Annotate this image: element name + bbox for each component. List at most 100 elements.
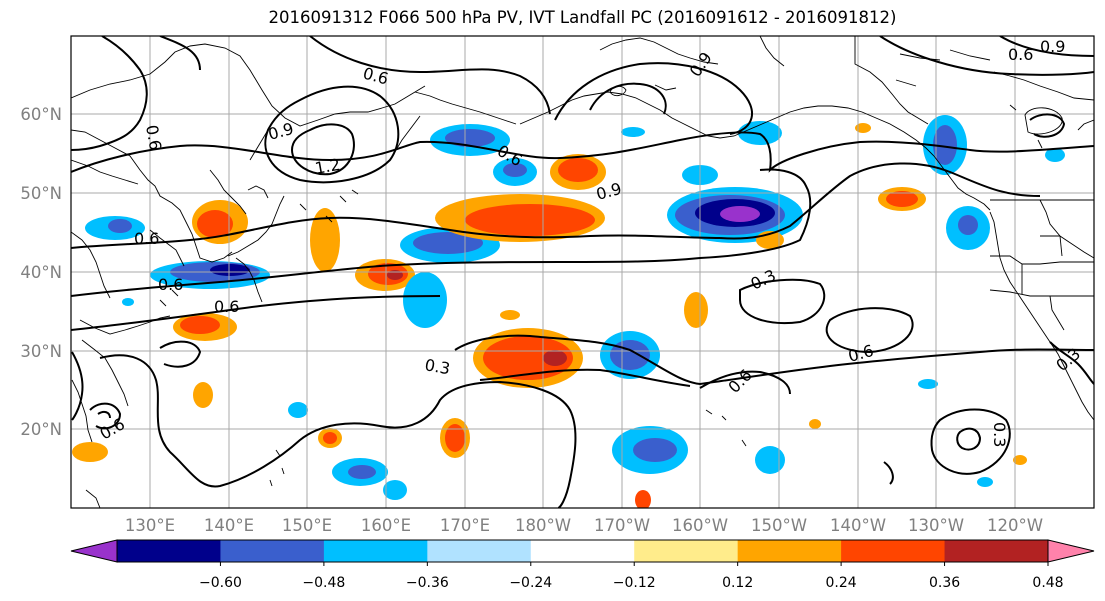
colorbar-segment <box>530 540 635 562</box>
negative-anomaly-area <box>403 272 447 328</box>
positive-anomaly-area <box>855 123 871 133</box>
negative-anomaly-area <box>977 477 993 487</box>
negative-anomaly-area <box>383 480 407 500</box>
contour-label: 0.3 <box>423 355 451 378</box>
contour-line <box>930 408 1011 475</box>
lon-label: 120°W <box>987 516 1043 535</box>
negative-anomaly-area <box>445 129 495 147</box>
colorbar-segment <box>427 540 532 562</box>
contour-line <box>956 427 982 451</box>
contour-line <box>1029 113 1066 138</box>
contour-line <box>999 36 1094 57</box>
contour-label: 0.6 <box>214 297 239 316</box>
negative-anomaly-area <box>503 163 527 177</box>
lat-label: 50°N <box>20 184 62 203</box>
colorbar-tick-label: 0.12 <box>722 575 753 591</box>
colorbar-tick-label: −0.12 <box>613 575 656 591</box>
colorbar-segment <box>323 540 428 562</box>
negative-anomaly-area <box>958 215 978 235</box>
contour-label: 0.6 <box>142 123 165 151</box>
contour-line <box>290 123 355 176</box>
colorbar-segment <box>944 540 1049 562</box>
contour-line <box>589 82 667 115</box>
colorbar-segment <box>220 540 325 562</box>
contour-line <box>883 461 894 485</box>
lon-label: 140°E <box>204 516 254 535</box>
colorbar: −0.60 −0.48 −0.36 −0.24 −0.12 0.12 0.24 0.36 0.4… <box>70 539 1095 591</box>
contour-line <box>309 36 551 115</box>
contour-line <box>89 402 122 430</box>
contour-label: 0.6 <box>1008 45 1033 64</box>
contour-line <box>99 354 577 508</box>
lon-label: 150°E <box>282 516 332 535</box>
contour-label: 0.6 <box>134 229 159 248</box>
positive-anomaly-area <box>323 432 337 444</box>
colorbar-tick-label: −0.60 <box>199 575 242 591</box>
contour-line <box>71 351 84 421</box>
lat-label: 20°N <box>20 420 62 439</box>
positive-anomaly-area <box>809 419 821 429</box>
lon-label: 150°W <box>751 516 807 535</box>
contour-label: 0.9 <box>1040 37 1065 56</box>
negative-anomaly-area <box>610 340 650 370</box>
anomaly-shading <box>72 115 1065 508</box>
lon-label: 130°W <box>908 516 964 535</box>
contour-line <box>454 334 1094 386</box>
colorbar-tick-label: 0.48 <box>1032 575 1063 591</box>
positive-anomaly-area <box>197 210 233 238</box>
contour-line <box>159 36 201 71</box>
contour-line <box>71 216 721 249</box>
contour-line <box>1049 341 1094 385</box>
positive-anomaly-area <box>72 442 108 462</box>
lon-label: 140°W <box>830 516 886 535</box>
colorbar-tick-label: 0.24 <box>826 575 857 591</box>
latitude-labels: 60°N 50°N 40°N 30°N 20°N <box>20 105 62 439</box>
pv-contours <box>71 36 1094 508</box>
positive-anomaly-area <box>180 316 220 334</box>
lon-label: 170°E <box>440 516 490 535</box>
contour-line <box>699 370 791 395</box>
contour-line <box>71 168 812 297</box>
contour-line <box>71 295 441 331</box>
lon-label: 180°W <box>515 516 571 535</box>
positive-anomaly-area <box>635 490 651 508</box>
colorbar-tick-label: 0.36 <box>929 575 960 591</box>
contour-line <box>264 85 400 184</box>
graticule <box>71 36 1094 508</box>
negative-anomaly-area <box>633 438 677 462</box>
colorbar-tick-label: −0.48 <box>302 575 345 591</box>
positive-anomaly-area <box>483 336 573 380</box>
positive-anomaly-area <box>310 208 340 272</box>
contour-line <box>879 36 1094 76</box>
positive-anomaly-area <box>465 204 595 236</box>
positive-anomaly-area <box>193 382 213 408</box>
contour-line <box>739 278 826 324</box>
coastlines <box>71 36 1094 508</box>
negative-anomaly-area <box>755 446 785 474</box>
contour-line <box>97 410 111 419</box>
lon-label: 170°W <box>594 516 650 535</box>
negative-anomaly-area <box>122 298 134 306</box>
colorbar-tick-label: −0.24 <box>509 575 552 591</box>
negative-anomaly-area <box>348 465 376 479</box>
positive-anomaly-area <box>886 191 918 207</box>
negative-anomaly-area <box>108 219 132 233</box>
lon-label: 130°E <box>125 516 175 535</box>
map-frame <box>70 35 1095 509</box>
lat-label: 30°N <box>20 342 62 361</box>
negative-anomaly-area <box>288 402 308 418</box>
contour-line <box>554 62 753 135</box>
negative-anomaly-area <box>621 127 645 137</box>
positive-anomaly-area <box>1013 455 1027 465</box>
contour-line <box>71 36 148 151</box>
colorbar-arrow-left <box>70 539 118 563</box>
positive-anomaly-area <box>500 310 520 320</box>
lat-label: 40°N <box>20 263 62 282</box>
negative-anomaly-area <box>1045 148 1065 162</box>
positive-anomaly-area <box>684 292 708 328</box>
negative-anomaly-area <box>918 379 938 389</box>
positive-anomaly-area <box>558 158 598 182</box>
colorbar-segment <box>117 540 221 562</box>
lon-label: 160°W <box>672 516 728 535</box>
